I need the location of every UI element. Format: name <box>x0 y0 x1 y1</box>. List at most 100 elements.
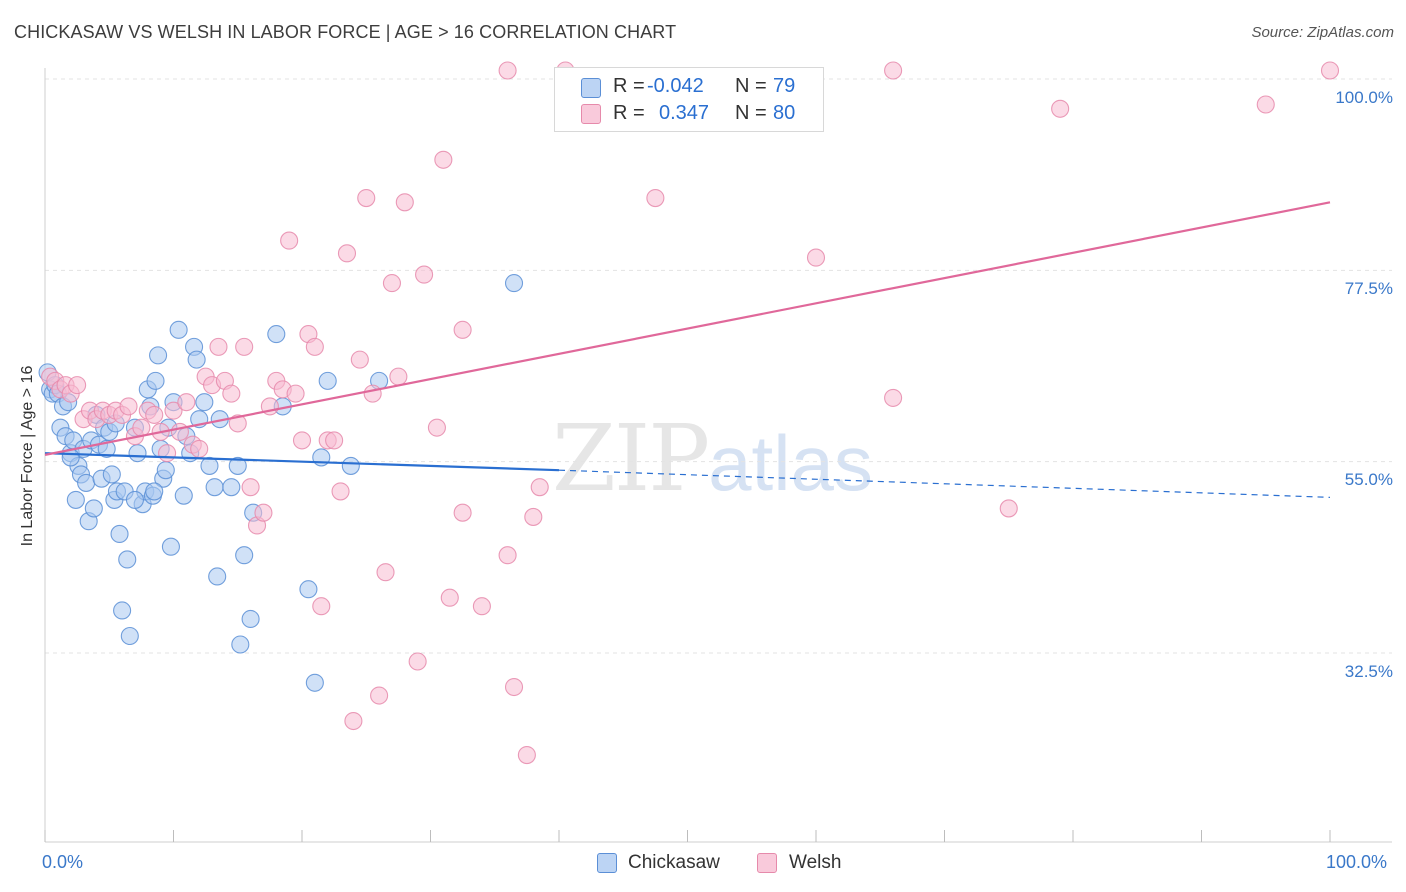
point-welsh-76 <box>999 499 1018 518</box>
point-welsh-75 <box>884 388 903 407</box>
bottom-legend-swatch-chickasaw <box>597 853 617 873</box>
point-chickasaw-65 <box>231 635 250 654</box>
point-welsh-13 <box>119 397 138 416</box>
watermark: ZIPatlas <box>552 405 873 512</box>
point-chickasaw-41 <box>149 346 168 365</box>
legend-chickasaw-r-value: -0.042 <box>647 75 704 97</box>
y-tick-label-100: 100.0% <box>1335 88 1393 107</box>
point-welsh-57 <box>408 652 427 671</box>
point-chickasaw-66 <box>267 325 286 344</box>
regression-line-chickasaw-extrapolated <box>558 469 1331 498</box>
point-chickasaw-63 <box>241 609 260 629</box>
legend-swatch-chickasaw <box>581 78 601 98</box>
point-welsh-73 <box>806 248 826 267</box>
legend-chickasaw-n-value: 79 <box>773 75 796 97</box>
point-chickasaw-77 <box>125 490 144 509</box>
point-welsh-66 <box>504 677 524 697</box>
point-welsh-29 <box>222 384 241 403</box>
legend-chickasaw-n-label: N = <box>735 75 767 97</box>
point-chickasaw-55 <box>195 393 214 412</box>
point-welsh-77 <box>1051 99 1070 118</box>
legend-chickasaw-r-label: R = <box>613 75 645 97</box>
legend-welsh-r-label: R = <box>613 102 645 124</box>
point-welsh-39 <box>286 384 305 403</box>
bottom-legend-chickasaw: Chickasaw <box>628 852 720 873</box>
point-welsh-43 <box>312 597 331 616</box>
point-welsh-55 <box>389 367 408 386</box>
point-welsh-40 <box>292 431 312 450</box>
point-chickasaw-28 <box>110 524 129 543</box>
y-tick-label-55: 55.0% <box>1344 470 1393 489</box>
point-chickasaw-61 <box>228 456 247 475</box>
legend-welsh-n-label: N = <box>735 102 767 124</box>
point-welsh-47 <box>337 244 357 263</box>
point-chickasaw-60 <box>222 478 241 497</box>
bottom-legend-welsh: Welsh <box>789 852 842 873</box>
point-chickasaw-62 <box>235 546 254 565</box>
point-chickasaw-46 <box>161 537 180 556</box>
point-welsh-74 <box>884 61 903 80</box>
point-welsh-61 <box>440 588 459 607</box>
legend-welsh-n-value: 80 <box>773 102 796 124</box>
x-tick-label-max: 100.0% <box>1326 852 1388 872</box>
point-chickasaw-40 <box>146 371 165 390</box>
point-welsh-21 <box>170 422 189 441</box>
point-chickasaw-18 <box>84 499 103 518</box>
axis-layer <box>44 68 1392 843</box>
point-welsh-70 <box>498 61 517 80</box>
point-welsh-49 <box>350 350 369 369</box>
point-chickasaw-31 <box>118 550 137 569</box>
legend-welsh-r-value: 0.347 <box>659 102 710 124</box>
point-chickasaw-48 <box>169 320 188 339</box>
point-welsh-50 <box>357 189 376 208</box>
correlation-legend: R = -0.042 N = 79 R = 0.347 N = 80 <box>554 67 824 132</box>
point-welsh-52 <box>370 686 389 705</box>
point-welsh-46 <box>331 482 350 501</box>
regression-layer <box>44 201 1331 498</box>
point-welsh-60 <box>434 150 453 169</box>
x-tick-label-min: 0.0% <box>42 852 84 872</box>
point-welsh-72 <box>646 189 665 208</box>
grid-layer <box>45 78 1392 654</box>
point-welsh-64 <box>472 597 491 616</box>
point-welsh-48 <box>344 711 363 731</box>
point-welsh-19 <box>158 444 177 463</box>
point-welsh-65 <box>498 546 517 565</box>
points-layer <box>38 61 1340 765</box>
point-welsh-20 <box>164 401 183 420</box>
point-chickasaw-57 <box>205 478 224 497</box>
point-welsh-79 <box>1320 61 1340 80</box>
point-welsh-38 <box>280 231 299 250</box>
point-chickasaw-78 <box>145 482 164 501</box>
point-welsh-32 <box>241 478 260 497</box>
point-welsh-51 <box>363 384 382 403</box>
point-welsh-78 <box>1256 95 1275 114</box>
point-welsh-30 <box>228 414 247 433</box>
point-welsh-22 <box>177 393 196 412</box>
point-chickasaw-58 <box>208 567 227 586</box>
point-welsh-45 <box>325 431 344 450</box>
point-chickasaw-71 <box>318 371 337 390</box>
point-welsh-59 <box>427 418 446 437</box>
point-chickasaw-69 <box>305 673 324 692</box>
y-tick-label-77-5: 77.5% <box>1344 279 1393 298</box>
legend-swatch-welsh <box>581 104 601 124</box>
point-chickasaw-74 <box>504 274 524 293</box>
point-welsh-5 <box>68 376 87 395</box>
point-welsh-24 <box>190 439 209 458</box>
point-welsh-63 <box>453 320 472 339</box>
point-welsh-27 <box>209 337 228 356</box>
point-chickasaw-32 <box>120 626 139 646</box>
point-welsh-56 <box>395 193 414 212</box>
watermark-atlas: atlas <box>708 419 873 507</box>
regression-line-chickasaw <box>44 452 560 472</box>
point-welsh-17 <box>145 405 164 424</box>
watermark-zip: ZIP <box>552 405 710 512</box>
point-welsh-15 <box>132 418 151 437</box>
point-chickasaw-56 <box>200 456 219 475</box>
point-welsh-58 <box>415 265 434 284</box>
chart-title: CHICKASAW VS WELSH IN LABOR FORCE | AGE … <box>14 22 677 42</box>
point-welsh-31 <box>235 337 254 356</box>
point-welsh-67 <box>517 745 536 765</box>
